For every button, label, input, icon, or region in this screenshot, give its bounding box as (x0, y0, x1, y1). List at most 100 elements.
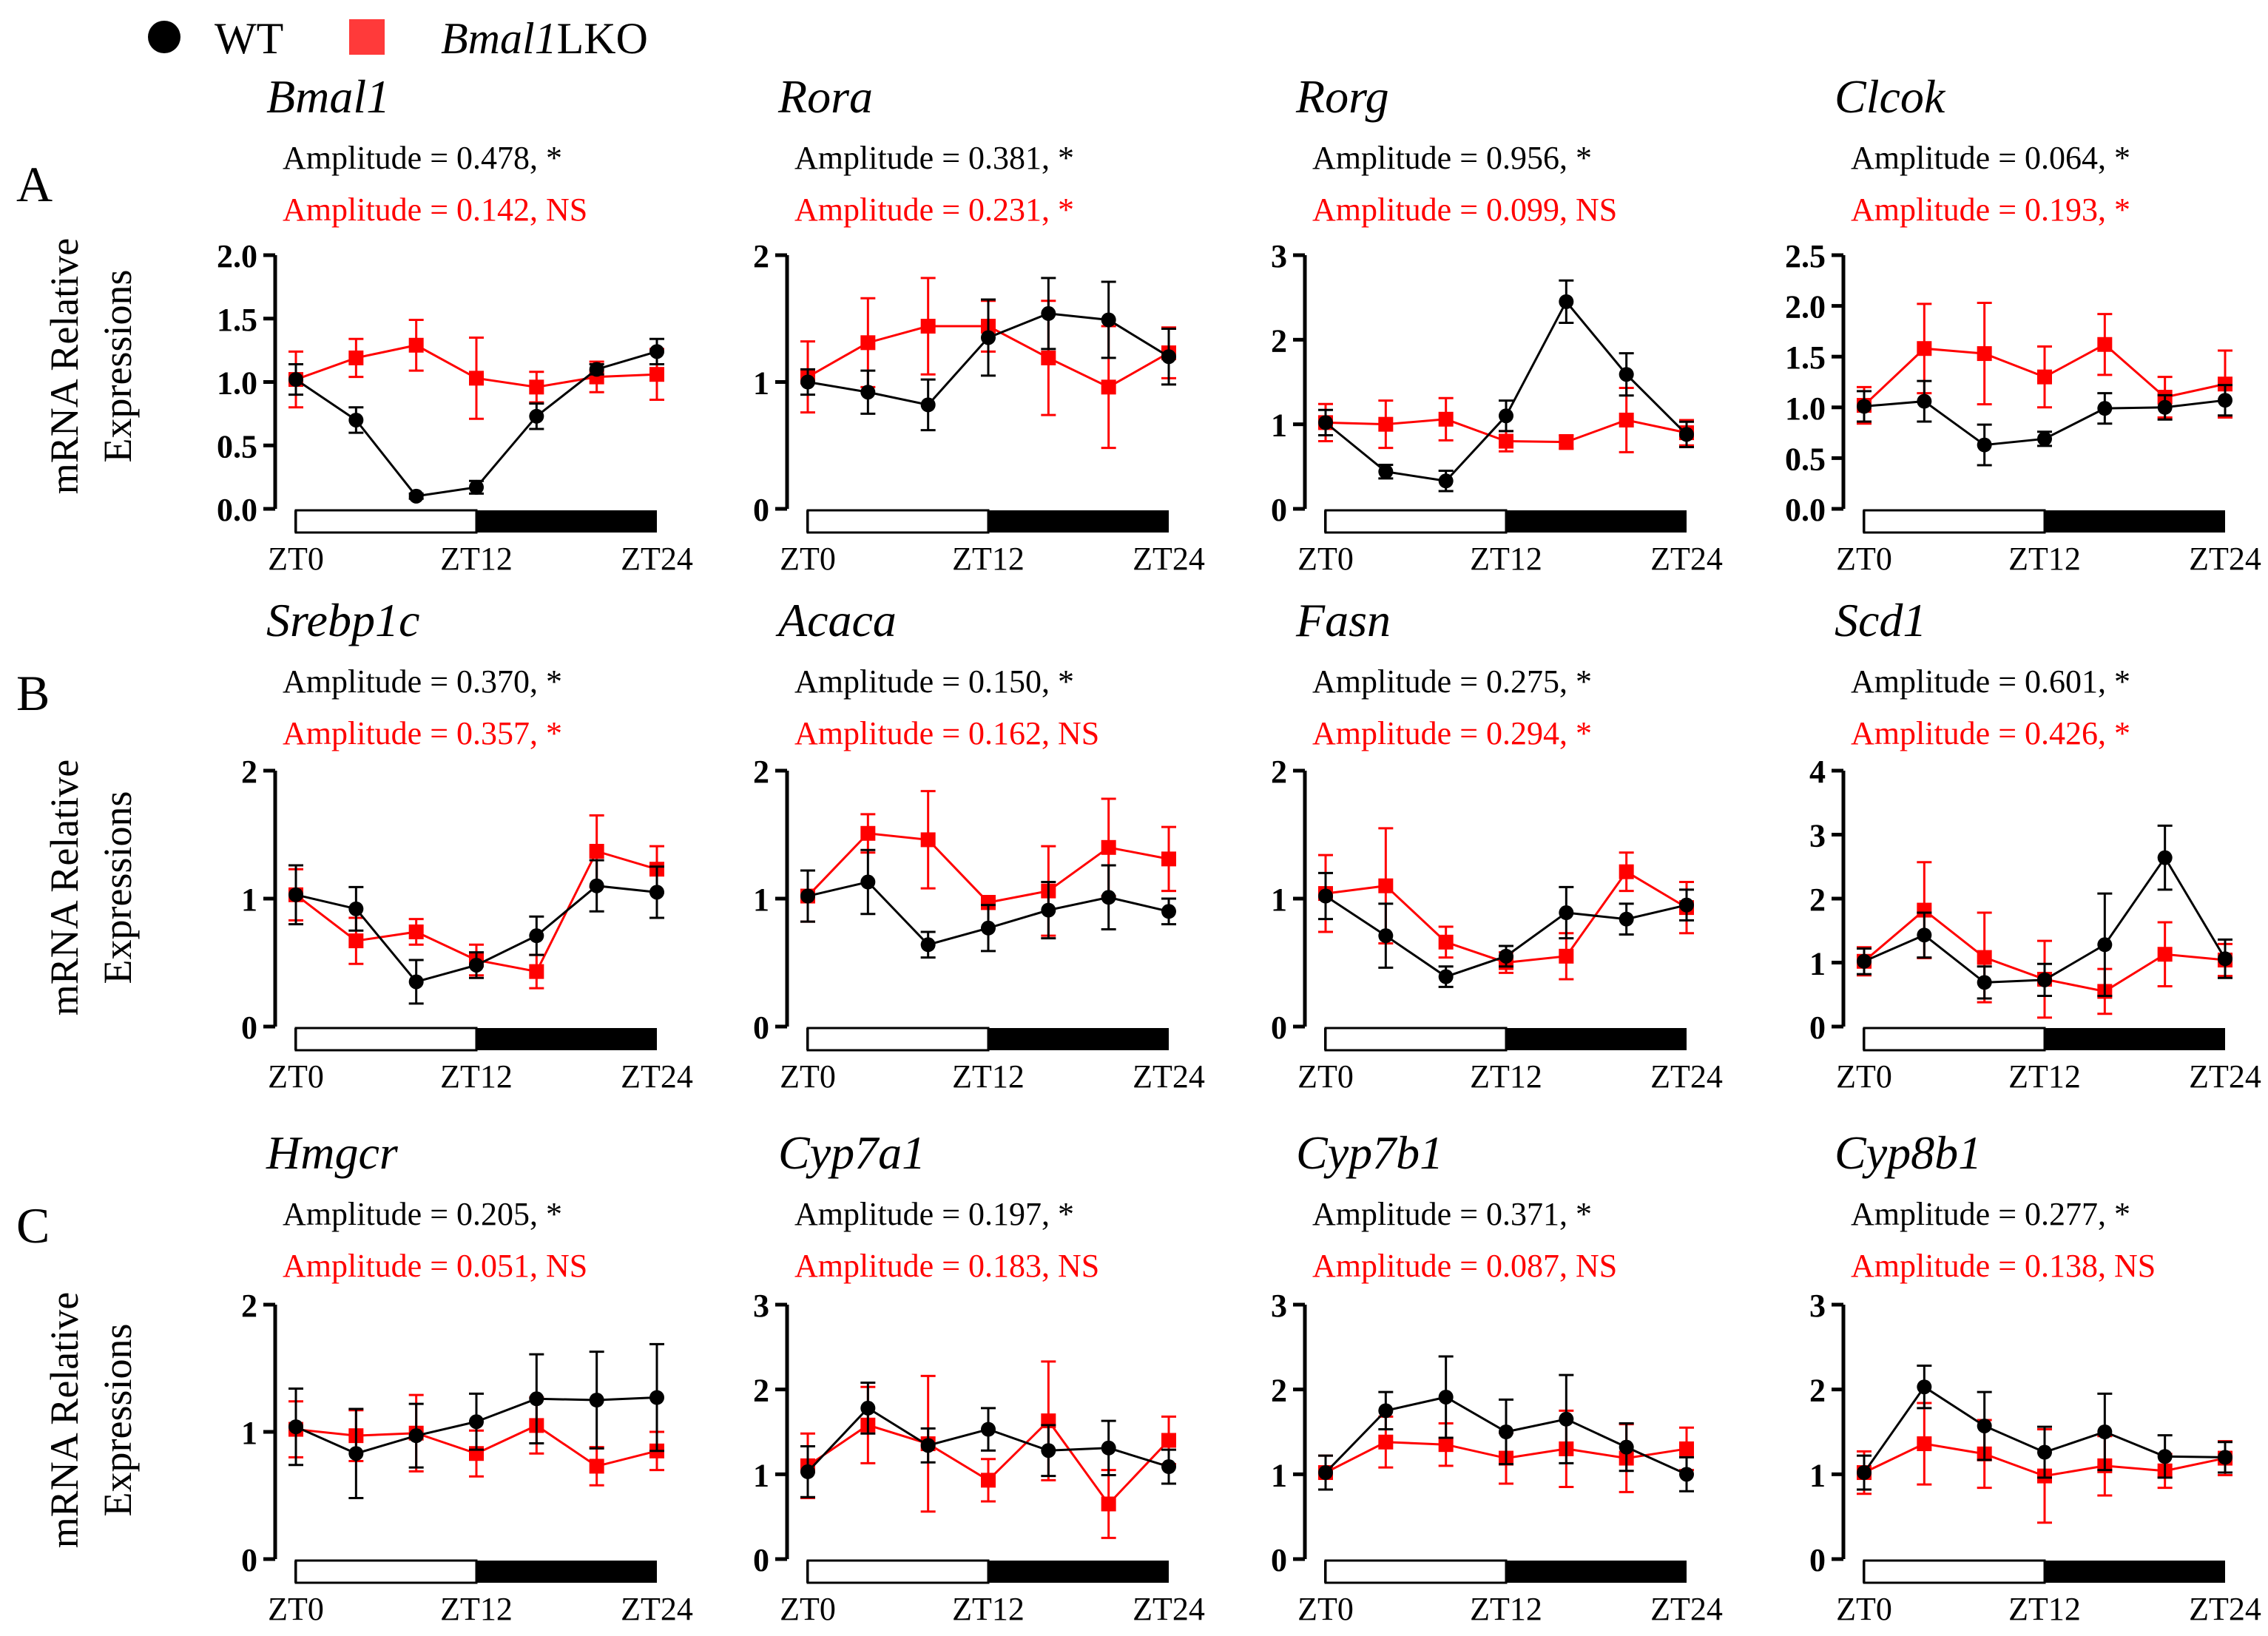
data-point (408, 488, 424, 504)
y-tick-label: 1 (241, 1415, 257, 1451)
y-tick-label: 2 (1809, 1373, 1826, 1409)
ko-amplitude-label: Amplitude = 0.357, * (283, 715, 562, 751)
data-point (1977, 437, 1992, 453)
light-phase-bar (806, 1027, 990, 1052)
data-point (1161, 1433, 1176, 1448)
light-phase-bar (806, 509, 990, 534)
data-point (589, 1458, 604, 1474)
data-point (1499, 408, 1513, 424)
data-point (2097, 1424, 2113, 1439)
data-point (529, 928, 544, 944)
y-tick-label: 1 (753, 882, 769, 918)
y-tick-label: 2.0 (217, 238, 257, 274)
data-point (469, 957, 484, 973)
x-tick-label: ZT24 (621, 1591, 693, 1627)
data-point (1101, 379, 1116, 395)
dark-phase-bar (2045, 1028, 2225, 1050)
wt-amplitude-label: Amplitude = 0.478, * (283, 140, 562, 176)
data-point (1679, 1441, 1694, 1456)
dark-phase-bar (1506, 1028, 1687, 1050)
y-tick-label: 2 (1271, 754, 1287, 790)
legend-ko-suffix: LKO (557, 14, 648, 63)
row-label-c: C (16, 1197, 50, 1254)
data-point (1438, 969, 1454, 984)
dark-phase-bar (2045, 1561, 2225, 1583)
x-tick-label: ZT24 (1133, 541, 1205, 577)
x-tick-label: ZT0 (1297, 541, 1354, 577)
dark-phase-bar (2045, 510, 2225, 533)
data-point (920, 397, 936, 413)
data-point (800, 888, 815, 904)
dark-phase-bar (1506, 510, 1687, 533)
data-point (800, 374, 815, 390)
y-tick-label: 1 (241, 882, 257, 918)
wt-amplitude-label: Amplitude = 0.370, * (283, 663, 562, 700)
ko-amplitude-label: Amplitude = 0.294, * (1312, 715, 1592, 751)
panel-title: Bmal1 (266, 70, 390, 123)
panel-title: Cyp7b1 (1296, 1126, 1443, 1179)
data-point (1857, 953, 1872, 969)
data-point (408, 1428, 424, 1444)
panel-title: Cyp7a1 (778, 1126, 925, 1179)
data-point (1378, 928, 1394, 944)
panel-cyp8b1: Cyp8b1 Amplitude = 0.277, * Amplitude = 0.… (1809, 1126, 2261, 1627)
x-tick-label: ZT12 (440, 541, 513, 577)
x-tick-label: ZT24 (2189, 1591, 2261, 1627)
y-tick-label: 0 (753, 492, 769, 528)
data-point (529, 1391, 544, 1407)
data-point (1378, 416, 1394, 432)
y-tick-label: 1.0 (1785, 391, 1826, 427)
row-label-a: A (16, 156, 53, 212)
data-point (1917, 902, 1932, 918)
light-phase-bar (1863, 1027, 2046, 1052)
data-point (1559, 948, 1574, 964)
x-tick-label: ZT0 (1297, 1058, 1354, 1095)
data-point (2157, 1449, 2173, 1464)
data-point (860, 335, 876, 351)
y-tick-label: 1.5 (217, 302, 257, 338)
y-axis-label-b-line1: mRNA Relative (42, 760, 87, 1015)
data-point (1679, 1467, 1694, 1482)
x-tick-label: ZT0 (780, 1591, 836, 1627)
dark-phase-bar (476, 1028, 657, 1050)
dark-phase-bar (988, 1028, 1169, 1050)
data-point (1857, 1465, 1872, 1481)
wt-amplitude-label: Amplitude = 0.956, * (1312, 140, 1592, 176)
data-point (2157, 947, 2173, 962)
data-point (981, 1422, 996, 1437)
y-tick-label: 2 (1271, 1373, 1287, 1409)
data-point (2037, 369, 2052, 385)
y-tick-label: 0 (241, 1010, 257, 1046)
y-axis-label-c: mRNA Relative Expressions (42, 1292, 140, 1548)
panel-title: Fasn (1295, 594, 1391, 646)
y-tick-label: 4 (1809, 754, 1826, 790)
data-point (1619, 367, 1634, 382)
data-point (2218, 393, 2232, 408)
y-tick-label: 1.0 (217, 365, 257, 402)
data-point (2157, 850, 2173, 865)
y-tick-label: 1 (1271, 882, 1287, 918)
x-tick-label: ZT24 (1650, 1058, 1723, 1095)
data-point (981, 330, 996, 345)
data-point (1438, 1389, 1454, 1405)
ko-amplitude-label: Amplitude = 0.051, NS (283, 1248, 587, 1284)
data-point (1917, 393, 1932, 409)
data-point (1438, 411, 1454, 427)
light-phase-bar (1863, 1559, 2046, 1584)
x-tick-label: ZT24 (1650, 541, 1723, 577)
x-tick-label: ZT24 (2189, 1058, 2261, 1095)
y-tick-label: 0.5 (217, 428, 257, 464)
data-point (1619, 864, 1634, 879)
wt-series (1318, 1355, 1694, 1493)
legend: WT Bmal1LKO (148, 14, 648, 63)
y-axis-label-c-line2: Expressions (95, 1324, 140, 1517)
data-point (981, 895, 996, 910)
panel-bmal1: Bmal1 Amplitude = 0.478, * Amplitude = 0.1… (217, 70, 693, 577)
data-point (1977, 975, 1992, 990)
data-point (1679, 427, 1694, 442)
y-tick-label: 2 (1271, 322, 1287, 359)
x-tick-label: ZT12 (952, 1058, 1025, 1095)
x-tick-label: ZT0 (268, 1591, 324, 1627)
series-line (1325, 300, 1688, 482)
